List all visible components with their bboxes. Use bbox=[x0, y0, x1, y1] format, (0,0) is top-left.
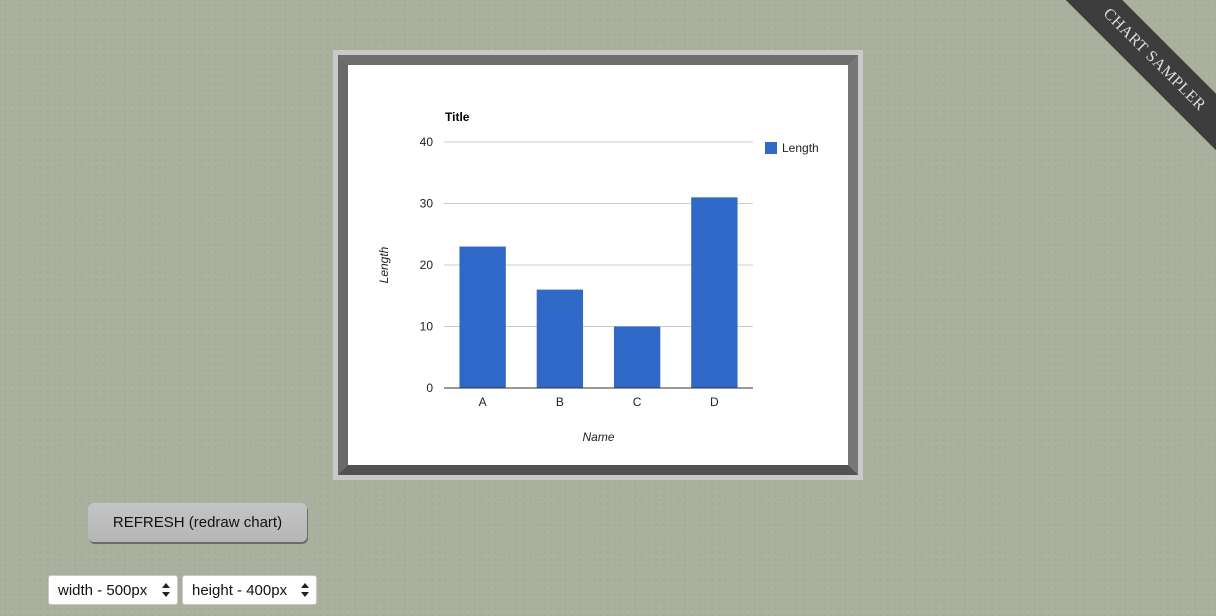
x-tick-label: A bbox=[479, 395, 487, 409]
chart-title: Title bbox=[445, 110, 470, 124]
ribbon-label: CHART SAMPLER bbox=[1099, 5, 1209, 115]
refresh-button[interactable]: REFRESH (redraw chart) bbox=[88, 503, 307, 542]
legend-label: Length bbox=[782, 141, 819, 155]
y-tick-label: 40 bbox=[420, 135, 434, 149]
y-tick-label: 30 bbox=[420, 197, 434, 211]
height-select[interactable]: height - 400px bbox=[182, 575, 317, 605]
y-tick-label: 20 bbox=[420, 258, 434, 272]
x-tick-label: D bbox=[710, 395, 719, 409]
x-axis-title: Name bbox=[582, 430, 614, 444]
chart-frame: Title 0 10 20 30 40 A B C D Name Length Length bbox=[333, 50, 863, 480]
x-tick-label: B bbox=[556, 395, 564, 409]
bar-b[interactable] bbox=[536, 289, 584, 388]
corner-ribbon-container: CHART SAMPLER bbox=[1066, 0, 1216, 150]
bar-a[interactable] bbox=[459, 246, 506, 388]
chart-sampler-ribbon[interactable]: CHART SAMPLER bbox=[1066, 0, 1216, 150]
y-axis-title: Length bbox=[377, 246, 391, 283]
height-select-value: height - 400px bbox=[192, 581, 288, 599]
chart-frame-inner: Title 0 10 20 30 40 A B C D Name Length Length bbox=[338, 55, 858, 475]
bar-c[interactable] bbox=[613, 326, 661, 389]
legend-swatch bbox=[765, 142, 777, 154]
x-tick-label: C bbox=[633, 395, 642, 409]
y-tick-label: 0 bbox=[426, 381, 433, 395]
bar-chart: Title 0 10 20 30 40 A B C D Name Length Length bbox=[377, 110, 819, 444]
width-select-value: width - 500px bbox=[58, 581, 148, 599]
select-arrows-icon bbox=[162, 583, 170, 597]
chart-container: Title 0 10 20 30 40 A B C D Name Length Length bbox=[348, 65, 848, 465]
y-tick-label: 10 bbox=[420, 320, 434, 334]
width-select[interactable]: width - 500px bbox=[48, 575, 178, 605]
select-arrows-icon bbox=[301, 583, 309, 597]
bar-d[interactable] bbox=[691, 197, 738, 388]
